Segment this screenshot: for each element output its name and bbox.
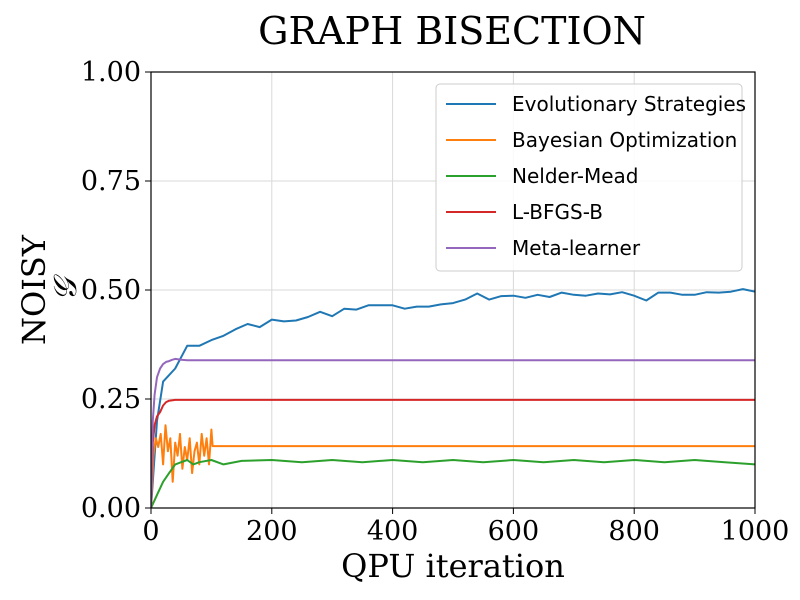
series-line-2 bbox=[151, 459, 755, 508]
legend-box bbox=[435, 83, 743, 272]
series-layer bbox=[151, 288, 755, 508]
x-tick-label: 400 bbox=[367, 516, 419, 547]
legend-label-4: Meta-learner bbox=[512, 236, 641, 260]
x-tick-label: 800 bbox=[608, 516, 660, 547]
x-tick-label: 0 bbox=[142, 516, 159, 547]
x-tick-label: 1000 bbox=[721, 516, 790, 547]
legend-label-1: Bayesian Optimization bbox=[512, 128, 737, 152]
legend-label-3: L-BFGS-B bbox=[512, 200, 603, 224]
series-line-4 bbox=[151, 357, 755, 508]
chart-title: GRAPH BISECTION bbox=[258, 9, 646, 53]
y-tick-label: 0.25 bbox=[81, 384, 141, 415]
y-tick-label: 1.00 bbox=[81, 57, 141, 88]
y-axis-label: NOISY bbox=[15, 234, 53, 345]
y-tick-label: 0.75 bbox=[81, 166, 141, 197]
series-line-0 bbox=[151, 288, 755, 508]
x-ticks: 0 200 400 600 800 1000 bbox=[142, 508, 789, 547]
x-tick-label: 200 bbox=[246, 516, 298, 547]
y-tick-label: 0.50 bbox=[81, 275, 141, 306]
y-tick-label: 0.00 bbox=[81, 493, 141, 524]
legend-label-2: Nelder-Mead bbox=[512, 164, 639, 188]
x-axis-label: QPU iteration bbox=[341, 547, 565, 585]
legend: Evolutionary Strategies Bayesian Optimiza… bbox=[435, 83, 746, 272]
series-line-1 bbox=[151, 424, 755, 508]
legend-label-0: Evolutionary Strategies bbox=[512, 92, 746, 116]
y-ticks: 0.00 0.25 0.50 0.75 1.00 bbox=[81, 57, 151, 524]
x-tick-label: 600 bbox=[488, 516, 540, 547]
series-line-3 bbox=[151, 398, 755, 508]
